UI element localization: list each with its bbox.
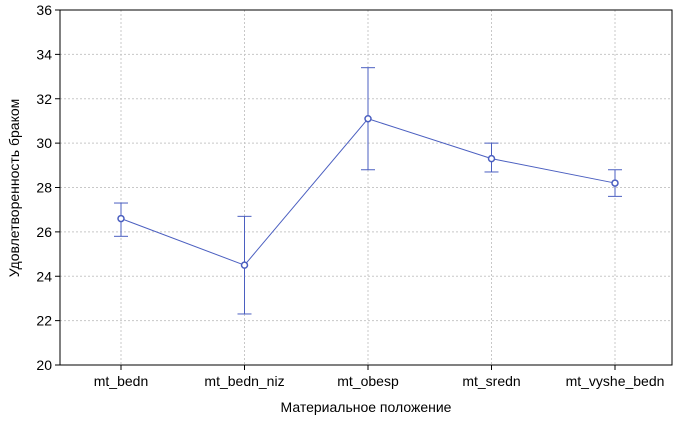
- y-tick-label: 30: [36, 135, 52, 151]
- y-tick-label: 32: [36, 91, 52, 107]
- data-point: [240, 261, 249, 269]
- x-tick-label: mt_obesp: [337, 373, 399, 389]
- y-tick-label: 36: [36, 2, 52, 18]
- y-axis-title: Удовлетворенность браком: [6, 99, 22, 278]
- y-tick-label: 34: [36, 46, 52, 62]
- x-axis-ticks: mt_bedn mt_bedn_niz mt_obesp mt_sredn mt_vys…: [94, 365, 665, 389]
- x-axis-title: Материальное положение: [281, 399, 452, 415]
- data-point: [611, 179, 619, 187]
- x-tick-label: mt_sredn: [462, 373, 520, 389]
- y-tick-label: 22: [36, 313, 52, 329]
- x-tick-label: mt_vyshe_bedn: [566, 373, 665, 389]
- data-point: [364, 114, 372, 123]
- x-tick-label: mt_bedn: [94, 373, 148, 389]
- y-tick-label: 20: [36, 357, 52, 373]
- x-tick-label: mt_bedn_niz: [204, 373, 284, 389]
- y-tick-label: 26: [36, 224, 52, 240]
- data-point: [487, 154, 496, 163]
- data-point: [117, 214, 125, 223]
- series-layer: [114, 67, 622, 315]
- y-tick-label: 24: [36, 268, 52, 284]
- y-tick-label: 28: [36, 180, 52, 196]
- y-axis-ticks: 20 22 24 26 28 30 32 34 36: [36, 2, 60, 373]
- grid-lines: [60, 10, 672, 365]
